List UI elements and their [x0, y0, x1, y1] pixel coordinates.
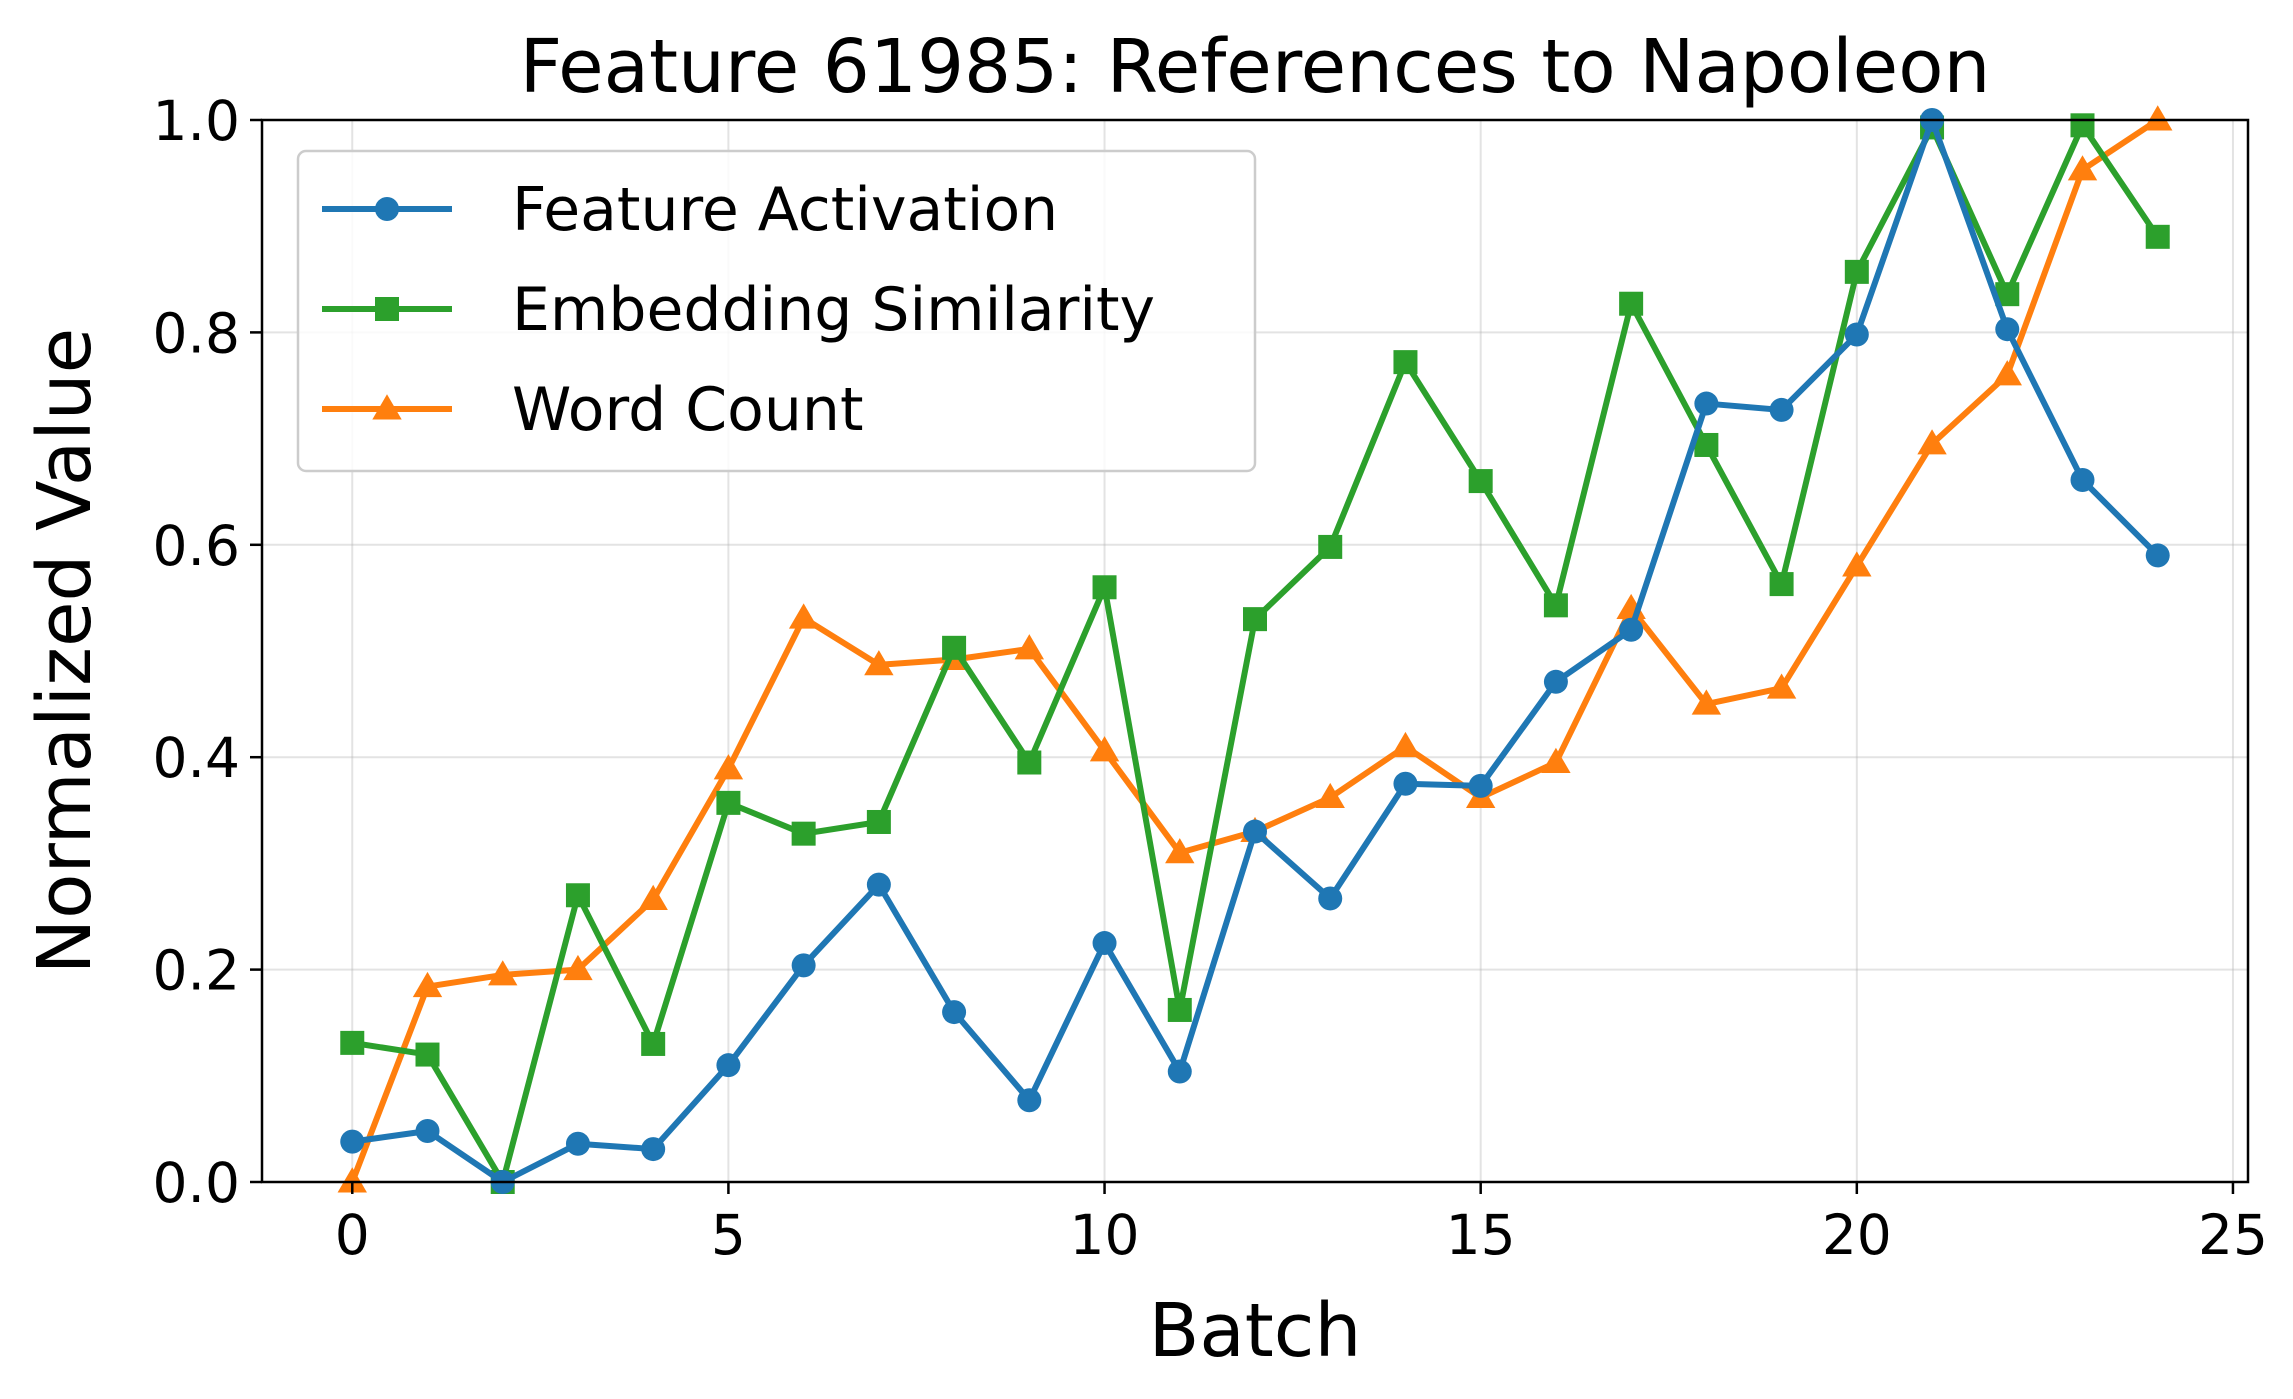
y-tick-label: 0.8: [153, 301, 240, 365]
data-point-embedding-similarity: [791, 821, 816, 846]
data-point-word-count: [1315, 782, 1345, 809]
data-point-feature-activation: [1619, 617, 1644, 642]
data-point-feature-activation: [1393, 771, 1418, 796]
y-tick-label: 0.2: [153, 939, 240, 1003]
data-point-feature-activation: [1844, 322, 1869, 347]
x-tick-label: 10: [1070, 1203, 1140, 1267]
legend-box: [296, 149, 1257, 473]
y-axis-label: Normalized Value: [22, 328, 108, 974]
data-point-embedding-similarity: [1393, 350, 1418, 375]
legend-item-embedding-similarity: Embedding Similarity: [322, 275, 1155, 345]
data-point-word-count: [1165, 838, 1195, 864]
series-feature-activation: [340, 108, 2170, 1194]
y-tick-label: 0.0: [153, 1151, 240, 1215]
data-point-word-count: [1917, 429, 1947, 455]
chart-title: Feature 61985: References to Napoleon: [520, 24, 1991, 110]
data-point-feature-activation: [1995, 317, 2020, 342]
data-point-embedding-similarity: [1017, 750, 1042, 775]
data-point-word-count: [1541, 747, 1571, 774]
data-point-embedding-similarity: [716, 790, 741, 815]
data-point-word-count: [1089, 736, 1120, 762]
data-point-word-count: [1842, 551, 1872, 577]
data-point-feature-activation: [415, 1119, 440, 1144]
data-point-embedding-similarity: [1769, 572, 1794, 597]
data-point-embedding-similarity: [866, 809, 891, 834]
data-point-word-count: [1691, 689, 1722, 715]
data-point-word-count: [2067, 155, 2098, 181]
data-point-embedding-similarity: [1844, 259, 1869, 284]
data-point-feature-activation: [565, 1131, 590, 1156]
data-point-embedding-similarity: [1468, 469, 1493, 494]
data-point-feature-activation: [1243, 819, 1267, 844]
data-point-word-count: [638, 884, 668, 911]
data-point-feature-activation: [866, 872, 891, 897]
data-point-feature-activation: [1769, 397, 1794, 422]
data-point-embedding-similarity: [1543, 593, 1568, 618]
legend-label: Feature Activation: [512, 175, 1058, 245]
data-point-feature-activation: [340, 1129, 365, 1154]
legend-item-word-count: Word Count: [322, 375, 863, 445]
x-axis-label: Batch: [1149, 1288, 1362, 1374]
data-point-feature-activation: [791, 953, 816, 978]
y-tick-label: 0.6: [153, 514, 240, 578]
data-point-word-count: [412, 971, 443, 998]
data-point-embedding-similarity: [1243, 607, 1267, 632]
data-point-feature-activation: [641, 1137, 666, 1162]
legend-marker: [372, 394, 402, 420]
data-point-embedding-similarity: [641, 1031, 666, 1056]
data-point-feature-activation: [1017, 1088, 1042, 1113]
data-point-embedding-similarity: [1318, 534, 1343, 559]
data-point-feature-activation: [1468, 773, 1493, 798]
data-point-feature-activation: [1167, 1059, 1192, 1084]
x-tick-label: 25: [2198, 1203, 2268, 1267]
data-point-word-count: [1766, 673, 1797, 699]
data-point-embedding-similarity: [942, 635, 967, 660]
data-point-feature-activation: [2145, 543, 2170, 568]
data-point-embedding-similarity: [2145, 224, 2170, 249]
x-tick-label: 5: [711, 1203, 746, 1267]
data-point-feature-activation: [1543, 669, 1568, 694]
y-tick-label: 0.4: [153, 726, 240, 790]
data-point-word-count: [864, 650, 894, 676]
legend-item-feature-activation: Feature Activation: [322, 175, 1058, 245]
data-point-feature-activation: [1694, 391, 1719, 416]
x-tick-label: 0: [335, 1203, 370, 1267]
x-tick-label: 15: [1446, 1203, 1516, 1267]
data-point-word-count: [1390, 731, 1421, 758]
data-point-word-count: [488, 960, 518, 986]
data-point-feature-activation: [1092, 931, 1117, 956]
data-point-feature-activation: [1318, 886, 1343, 911]
data-point-feature-activation: [716, 1053, 741, 1078]
data-point-word-count: [713, 754, 744, 780]
data-point-embedding-similarity: [2070, 113, 2095, 138]
data-point-embedding-similarity: [1619, 291, 1644, 316]
data-point-feature-activation: [942, 1000, 967, 1025]
x-tick-label: 20: [1822, 1203, 1892, 1267]
data-point-embedding-similarity: [1092, 575, 1117, 600]
y-tick-label: 1.0: [153, 89, 240, 153]
plot-frame: [260, 118, 2250, 1184]
data-point-word-count: [337, 1167, 367, 1193]
legend-marker: [375, 197, 399, 221]
legend-label: Embedding Similarity: [512, 275, 1155, 345]
data-point-word-count: [2143, 105, 2173, 131]
data-point-embedding-similarity: [415, 1042, 440, 1067]
data-point-feature-activation: [2070, 468, 2095, 493]
series-group: [337, 105, 2173, 1194]
legend-label: Word Count: [512, 375, 863, 445]
legend: Feature Activation Embedding Similarity Wo…: [296, 149, 1257, 473]
data-point-embedding-similarity: [565, 883, 590, 908]
data-point-word-count: [1992, 360, 2022, 386]
data-point-word-count: [788, 603, 819, 629]
data-point-embedding-similarity: [1167, 997, 1192, 1022]
axis-ticks: 0 5 10 15 20 25 0.0 0.2 0.4 0.6 0.8 1.0: [153, 89, 2268, 1267]
legend-marker: [375, 297, 399, 321]
data-point-word-count: [1014, 634, 1045, 660]
data-point-word-count: [563, 954, 593, 981]
data-point-embedding-similarity: [340, 1030, 365, 1055]
